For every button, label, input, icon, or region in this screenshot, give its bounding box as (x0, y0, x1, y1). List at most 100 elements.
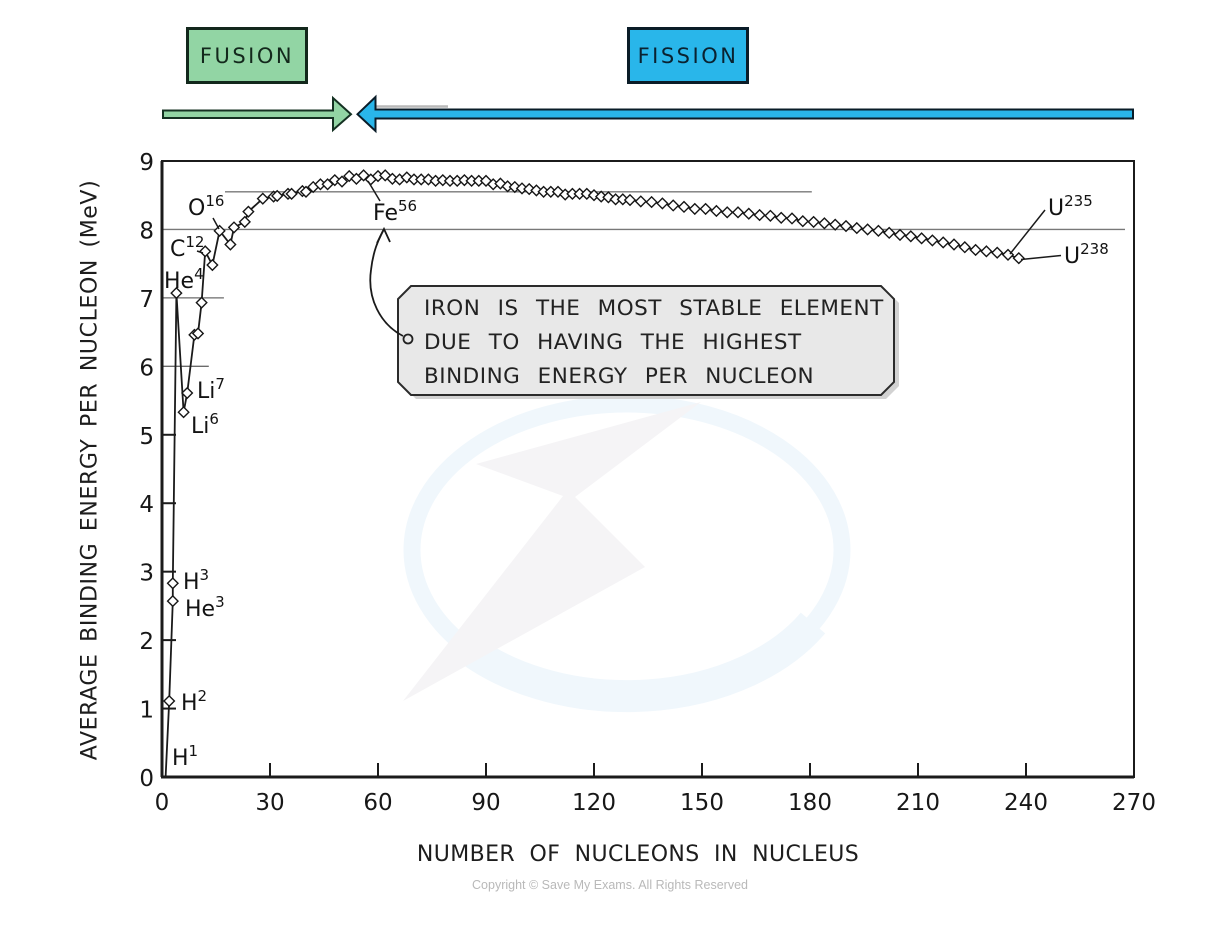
data-point-marker (883, 226, 896, 240)
annotation-box (397, 285, 895, 396)
fusion-arrow (162, 95, 353, 133)
nuclide-label-O16: O16 (188, 192, 224, 221)
x-tick-label: 150 (680, 790, 724, 816)
data-point-marker (623, 193, 637, 207)
fission-box: FISSION (627, 27, 749, 84)
y-tick-label: 3 (139, 561, 154, 587)
nuclide-label-H1: H1 (172, 742, 198, 771)
watermark-logo (403, 395, 851, 713)
data-point-marker (699, 202, 712, 216)
data-point-marker (915, 232, 928, 245)
data-point-marker (224, 238, 237, 251)
annotation-line-2: DUE TO HAVING THE HIGHEST (424, 330, 802, 355)
data-point-marker (238, 215, 251, 229)
plot-frame (160, 160, 1135, 779)
data-point-marker (991, 246, 1004, 259)
label-leader-line (196, 250, 204, 254)
y-tick-label: 4 (139, 492, 154, 518)
data-point-marker (163, 694, 176, 708)
data-point-marker (710, 204, 723, 218)
data-point-marker (796, 215, 809, 228)
iron-annotation: IRON IS THE MOST STABLE ELEMENT DUE TO H… (369, 226, 899, 399)
data-point-marker (271, 189, 284, 203)
y-axis-title: AVERAGE BINDING ENERGY PER NUCLEON (MeV) (77, 179, 103, 761)
data-point-marker (958, 241, 971, 254)
data-point-marker (195, 296, 208, 309)
data-point-marker (872, 224, 885, 238)
data-point-marker (677, 200, 691, 214)
fission-label: FISSION (637, 43, 739, 68)
data-point-marker (839, 219, 853, 233)
data-point-marker (861, 223, 874, 236)
tick-labels: 0 30 60 90 120 150 180 210 240 270 0 1 2 3 4 5 6 7 8 9 (139, 150, 1156, 816)
label-leader-line (1020, 254, 1062, 261)
logo-lightning-bolt (403, 402, 701, 701)
nuclide-label-He3: He3 (185, 593, 225, 622)
copyright-footer: Copyright © Save My Exams. All Rights Re… (472, 878, 748, 892)
y-tick-label: 2 (139, 629, 154, 655)
data-point-marker (199, 245, 212, 258)
nuclide-label-Fe56: Fe56 (373, 197, 417, 226)
label-leader-line (367, 180, 381, 202)
logo-ring-bottom (451, 612, 826, 713)
y-tick-label: 7 (139, 287, 154, 313)
fusion-fission-arrows (162, 94, 1134, 134)
y-tick-label: 6 (139, 355, 154, 381)
annotation-arrowhead (376, 226, 391, 244)
data-point-marker (969, 243, 982, 257)
annotation-arrow-origin-dot (402, 333, 414, 345)
label-leader-line (212, 217, 220, 230)
data-point-marker (775, 211, 788, 224)
data-point-marker (904, 230, 917, 243)
fusion-label: FUSION (199, 43, 295, 68)
binding-energy-curve (163, 169, 1025, 778)
nuclide-label-U235: U235 (1048, 192, 1093, 221)
nuclide-label-Li6: Li6 (191, 410, 219, 439)
data-point-marker (166, 594, 179, 608)
fusion-box: FUSION (186, 27, 308, 84)
data-point-marker (177, 406, 190, 419)
data-point-marker (947, 238, 961, 251)
data-point-marker (850, 221, 863, 235)
data-point-marker (667, 199, 680, 212)
data-point-marker (731, 206, 745, 219)
x-tick-label: 120 (572, 790, 616, 816)
data-point-marker (742, 207, 755, 220)
x-tick-label: 90 (471, 790, 500, 816)
data-point-marker (764, 209, 777, 222)
y-tick-label: 0 (139, 766, 154, 792)
data-point-marker (335, 175, 349, 188)
data-point-marker (285, 187, 298, 201)
x-axis-title: NUMBER OF NUCLEONS IN NUCLEUS (416, 842, 860, 867)
data-point-marker (1012, 252, 1025, 265)
nuclide-label-H2: H2 (181, 687, 207, 716)
nuclide-label-H3: H3 (183, 566, 209, 595)
annotation-line-1: IRON IS THE MOST STABLE ELEMENT (424, 296, 884, 321)
nuclide-label-Li7: Li7 (197, 375, 225, 404)
data-point-marker (829, 218, 842, 231)
x-tick-label: 60 (363, 790, 392, 816)
y-tick-label: 5 (139, 424, 154, 450)
y-tick-label: 1 (139, 698, 154, 724)
x-tick-label: 240 (1004, 790, 1048, 816)
annotation-line-3: BINDING ENERGY PER NUCLEON (424, 364, 814, 389)
x-tick-label: 0 (155, 790, 170, 816)
x-tick-label: 210 (896, 790, 940, 816)
x-tick-label: 180 (788, 790, 832, 816)
data-point-marker (807, 215, 820, 229)
nuclide-label-He4: He4 (164, 265, 204, 294)
data-point-marker (170, 286, 183, 300)
data-point-marker (206, 258, 219, 272)
data-point-marker (893, 228, 907, 242)
data-point-marker (721, 206, 734, 219)
x-tick-label: 30 (255, 790, 284, 816)
data-point-marker (980, 245, 993, 258)
x-tick-label: 270 (1112, 790, 1156, 816)
nuclide-label-U238: U238 (1064, 240, 1109, 269)
data-point-marker (166, 577, 179, 590)
data-point-marker (191, 327, 205, 340)
y-tick-label: 8 (139, 218, 154, 244)
data-point-marker (227, 221, 241, 234)
